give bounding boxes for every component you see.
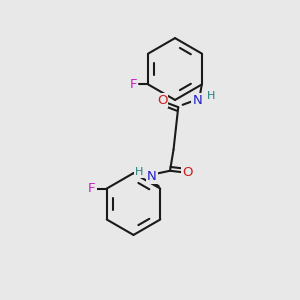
- Text: H: H: [206, 91, 215, 101]
- Text: H: H: [135, 167, 144, 177]
- Text: F: F: [130, 78, 137, 91]
- Text: N: N: [147, 169, 157, 183]
- Text: O: O: [157, 94, 167, 107]
- Text: F: F: [130, 78, 137, 91]
- Text: O: O: [182, 166, 193, 179]
- Text: F: F: [88, 182, 96, 195]
- Text: N: N: [193, 94, 202, 107]
